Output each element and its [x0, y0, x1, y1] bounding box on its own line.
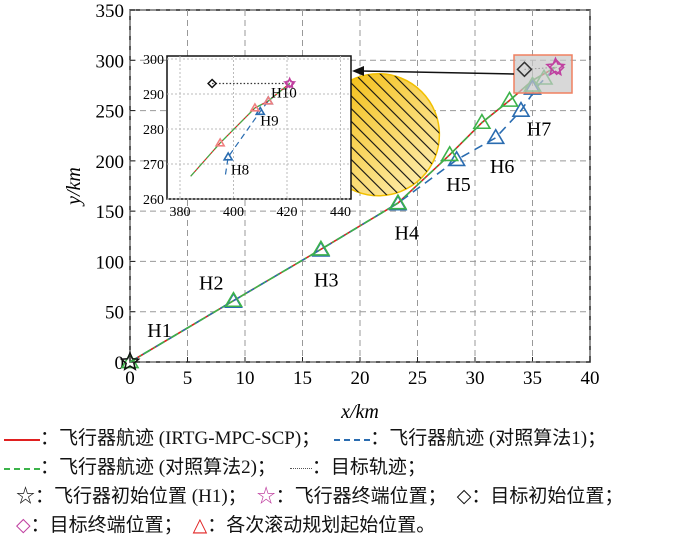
legend-symbol	[289, 468, 312, 470]
zoom-arrow-head	[352, 66, 364, 76]
blue-horizon-marker	[447, 150, 466, 167]
legend-label: ：目标轨迹；	[311, 457, 426, 478]
green-horizon-marker	[224, 291, 243, 308]
x-tick-label: 15	[293, 368, 312, 389]
legend-symbol	[334, 438, 371, 441]
y-tick-label: 50	[105, 303, 124, 324]
blue-horizon-marker	[511, 100, 531, 117]
legend-label: ：飞行器航迹 (对照算法1)；	[370, 428, 607, 449]
legend-symbol: ◇	[456, 486, 472, 507]
inset-target-end	[284, 78, 295, 89]
horizon-label: H5	[446, 174, 470, 196]
y-tick-label: 250	[96, 102, 125, 123]
legend-row: ：飞行器航迹 (IRTG-MPC-SCP)； ：飞行器航迹 (对照算法1)；	[0, 424, 700, 453]
inset-y-tick-label: 270	[143, 158, 164, 173]
legend: ：飞行器航迹 (IRTG-MPC-SCP)； ：飞行器航迹 (对照算法1)； ：飞行…	[0, 424, 700, 540]
blue-horizon-marker	[486, 128, 506, 145]
y-tick-label: 300	[96, 51, 125, 72]
zoom-arrow-line	[359, 70, 515, 75]
x-tick-label: 0	[125, 368, 135, 389]
horizon-label: H7	[527, 119, 551, 141]
legend-label: ：目标终端位置；	[30, 515, 183, 536]
inset-blue-marker	[222, 151, 234, 161]
legend-symbol: ☆	[256, 486, 276, 507]
horizon-label: H6	[490, 156, 514, 178]
inset-green-marker	[262, 95, 274, 105]
x-tick-label: 5	[183, 368, 193, 389]
x-axis-label: x/km	[340, 401, 379, 423]
legend-label: ：各次滚动规划起始位置。	[207, 515, 436, 536]
horizon-label: H1	[147, 320, 171, 342]
inset-y-tick-label: 260	[143, 193, 164, 208]
inset-x-tick-label: 420	[277, 205, 298, 220]
target-start-marker	[516, 61, 533, 78]
inset-horizon-label: H10	[271, 86, 297, 102]
y-tick-label: 350	[96, 1, 125, 22]
y-tick-label: 200	[96, 152, 125, 173]
trajectory-chart: 0 5 10 15 20 25 30 35 40050100150200250300350x/k…	[63, 1, 600, 423]
zoom-region-box	[513, 54, 573, 94]
green-horizon-marker	[440, 145, 460, 162]
y-tick-label: 0	[115, 353, 125, 374]
y-tick-label: 150	[96, 202, 125, 223]
legend-row: ☆：飞行器初始位置 (H1)； ☆：飞行器终端位置； ◇：目标初始位置；	[0, 482, 700, 511]
inset-horizon-label: H8	[231, 163, 249, 179]
inset-horizon-label: H9	[260, 114, 278, 130]
legend-symbol: △	[192, 515, 208, 536]
legend-label: ：飞行器航迹 (对照算法2)；	[40, 457, 276, 478]
inset-x-tick-label: 380	[170, 205, 191, 220]
x-tick-label: 35	[523, 368, 542, 389]
green-horizon-marker	[311, 239, 331, 256]
inset-y-tick-label: 280	[143, 123, 164, 138]
legend-symbol	[4, 467, 40, 470]
y-axis-label: y/km	[63, 167, 85, 207]
horizon-label: H3	[314, 270, 338, 292]
x-tick-label: 40	[581, 368, 600, 389]
legend-label: ：目标初始位置；	[471, 486, 624, 507]
inset-green-line	[190, 83, 291, 177]
inset-green-marker	[214, 137, 226, 147]
y-tick-label: 100	[96, 252, 125, 273]
legend-symbol	[4, 438, 40, 441]
x-tick-label: 25	[408, 368, 427, 389]
aircraft-start-marker	[119, 351, 141, 371]
aircraft-end-marker	[545, 56, 566, 77]
inset-frame	[166, 55, 352, 200]
target-end-marker	[548, 59, 565, 76]
green-horizon-marker	[500, 90, 519, 107]
x-tick-label: 10	[236, 368, 255, 389]
horizon-label: H2	[199, 273, 223, 295]
inset-x-tick-label: 440	[330, 205, 351, 220]
horizon-label: H4	[395, 222, 419, 244]
x-tick-label: 30	[466, 368, 485, 389]
legend-symbol: ☆	[16, 486, 36, 507]
legend-row: ◇：目标终端位置； △：各次滚动规划起始位置。	[0, 511, 700, 540]
inset-y-tick-label: 290	[143, 88, 164, 103]
legend-label: ：飞行器初始位置 (H1)；	[35, 486, 247, 507]
legend-label: ：飞行器航迹 (IRTG-MPC-SCP)；	[40, 428, 321, 449]
green-horizon-marker	[388, 193, 408, 210]
legend-row: ：飞行器航迹 (对照算法2)； ：目标轨迹；	[0, 453, 700, 482]
inset-target-start	[207, 78, 218, 89]
inset-green-marker	[249, 102, 261, 112]
x-tick-label: 20	[351, 368, 370, 389]
green-horizon-marker	[120, 352, 140, 369]
legend-symbol: ◇	[16, 515, 31, 536]
green-horizon-marker	[472, 113, 492, 130]
inset-y-tick-label: 300	[143, 53, 164, 68]
legend-label: ：飞行器终端位置；	[275, 486, 447, 507]
inset-x-tick-label: 400	[223, 205, 244, 220]
inset-aircraft-end	[283, 76, 297, 90]
